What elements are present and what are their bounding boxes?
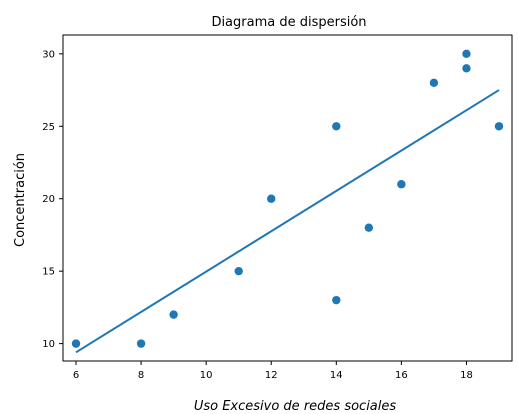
y-tick-label: 25 — [42, 122, 55, 133]
scatter-point — [71, 339, 81, 348]
scatter-point — [136, 339, 146, 348]
scatter-point — [462, 64, 471, 73]
y-tick-label: 20 — [42, 194, 55, 205]
x-tick-label: 16 — [395, 370, 408, 381]
scatter-point — [397, 180, 406, 189]
y-tick-label: 15 — [42, 267, 55, 278]
scatter-point — [494, 122, 504, 131]
chart-title: Diagrama de dispersión — [211, 15, 366, 30]
scatter-point — [462, 49, 471, 59]
scatter-point — [169, 310, 178, 319]
scatter-point — [364, 223, 374, 232]
scatter-point — [267, 194, 276, 203]
y-axis-label: Concentración — [13, 153, 28, 247]
x-tick-label: 18 — [460, 370, 473, 381]
x-axis: 6 8 10 12 14 16 18 — [73, 361, 473, 381]
scatter-point — [332, 122, 341, 131]
plot-frame — [62, 34, 513, 362]
x-tick-label: 14 — [330, 370, 343, 381]
y-tick-label: 30 — [42, 49, 55, 60]
scatter-point — [429, 78, 439, 88]
x-tick-label: 8 — [138, 370, 144, 381]
x-axis-label: Uso Excesivo de redes sociales — [194, 399, 397, 414]
x-tick-label: 6 — [73, 370, 79, 381]
scatter-point — [234, 266, 243, 276]
x-tick-label: 10 — [200, 370, 213, 381]
y-tick-label: 10 — [42, 339, 55, 350]
y-axis: 10 15 20 25 30 — [42, 49, 63, 350]
x-tick-label: 12 — [265, 370, 278, 381]
trendline-layer — [75, 89, 500, 354]
trendline — [75, 89, 500, 354]
points-layer — [71, 49, 504, 348]
scatter-point — [332, 295, 341, 305]
